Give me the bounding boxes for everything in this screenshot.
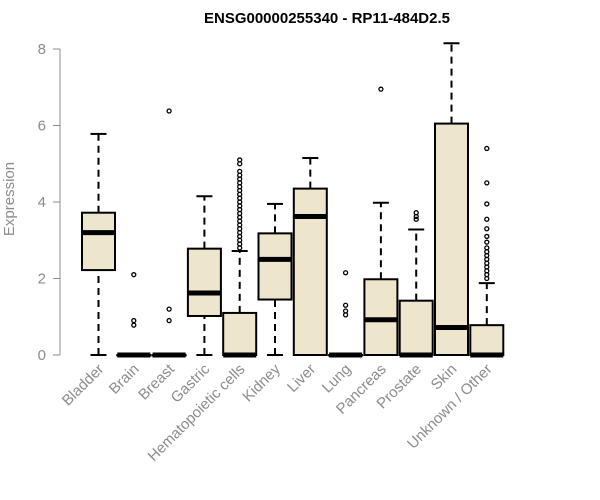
box-gastric [186, 195, 222, 356]
outlier-point [342, 302, 349, 308]
box-iqr [398, 299, 434, 356]
x-tick-label: Bladder [59, 361, 108, 410]
outlier-point [166, 306, 172, 312]
outlier-point [131, 322, 137, 328]
box-iqr [434, 122, 469, 357]
x-tick-label: Kidney [239, 360, 284, 405]
box-iqr [363, 278, 399, 357]
outlier-point [484, 233, 490, 240]
box-bladder [81, 132, 116, 356]
outlier-point [484, 201, 490, 207]
box-iqr [257, 232, 293, 301]
outlier-point [484, 226, 490, 232]
outlier-point [131, 317, 137, 324]
box-iqr [469, 324, 505, 357]
outlier-point [342, 308, 349, 314]
outlier-point [413, 210, 419, 216]
y-tick-label: 0 [38, 347, 46, 364]
box-hematopoietic-cells [222, 157, 258, 358]
box-iqr [81, 211, 116, 272]
box-pancreas [363, 86, 399, 357]
box-unknown-other [469, 145, 505, 358]
box-iqr [292, 187, 328, 356]
box-iqr [222, 311, 258, 356]
outlier-point [237, 157, 243, 163]
outlier-point [484, 180, 490, 186]
box-iqr [186, 247, 222, 317]
outlier-point [413, 216, 419, 222]
y-tick-label: 4 [38, 194, 46, 211]
outlier-point [237, 168, 243, 175]
box-lung [328, 270, 364, 358]
y-axis: 0 2 4 6 8 [38, 41, 61, 364]
outlier-point [484, 216, 490, 222]
box-brain [116, 272, 152, 358]
outlier-point [166, 108, 172, 114]
y-tick-label: 2 [38, 271, 46, 288]
y-tick-label: 6 [38, 118, 46, 135]
outlier-point [166, 317, 172, 324]
y-axis-label: Expression [1, 162, 18, 236]
x-tick-label: Liver [284, 361, 319, 396]
box-liver [292, 157, 328, 356]
box-skin [434, 42, 469, 357]
outlier-point [484, 239, 490, 245]
outlier-point [484, 145, 490, 152]
box-kidney [257, 202, 293, 356]
chart-title: ENSG00000255340 - RP11-484D2.5 [204, 10, 450, 27]
y-tick-label: 8 [38, 41, 46, 58]
box-prostate [398, 210, 434, 358]
boxes-group [81, 42, 505, 358]
box-breast [151, 108, 187, 358]
outlier-point [131, 272, 137, 278]
outlier-point [342, 270, 349, 276]
outlier-point [484, 245, 490, 251]
outlier-point [378, 86, 384, 92]
